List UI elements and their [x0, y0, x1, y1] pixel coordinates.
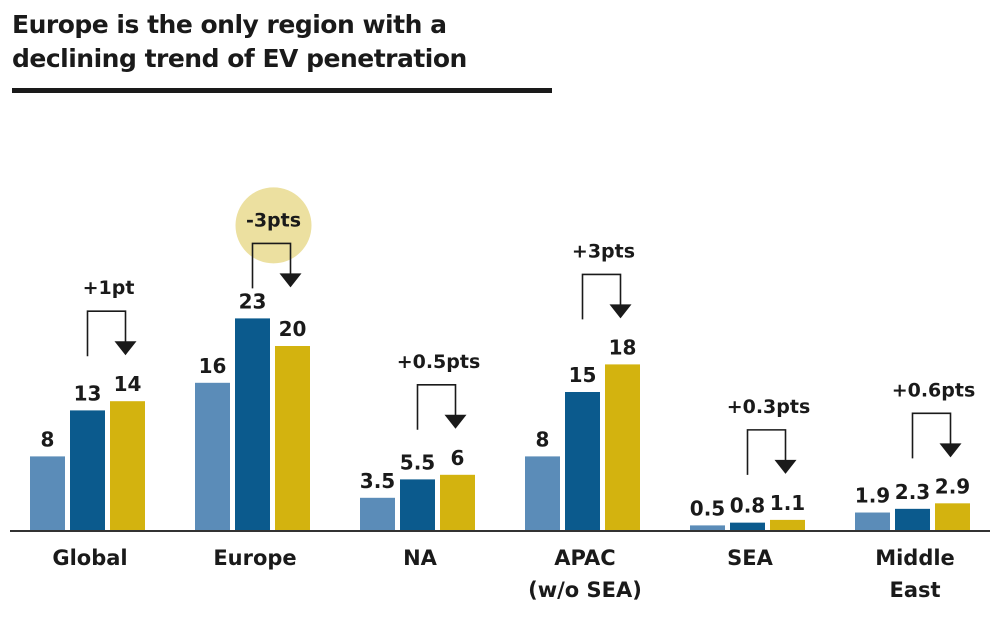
bar	[730, 522, 765, 530]
data-label: 1.1	[770, 491, 805, 515]
change-bracket	[251, 242, 292, 289]
bar	[855, 512, 890, 530]
change-bracket	[746, 429, 787, 475]
category-label: Middle	[875, 546, 955, 570]
change-bracket	[911, 412, 952, 459]
bar	[70, 410, 105, 530]
category-label: (w/o SEA)	[528, 578, 642, 602]
category-label: Europe	[213, 546, 296, 570]
data-label: 18	[609, 335, 637, 359]
category-label: East	[889, 578, 940, 602]
change-bracket	[86, 310, 127, 357]
bar	[110, 401, 145, 530]
data-label: 2.9	[935, 474, 970, 498]
title-line-2: declining trend of EV penetration	[12, 44, 467, 73]
highlight-circle	[235, 187, 312, 264]
arrow-down-icon	[609, 304, 632, 319]
change-annotation: +0.3pts	[727, 396, 811, 418]
bar	[275, 346, 310, 530]
data-label: 13	[74, 381, 102, 405]
change-annotation: +0.6pts	[892, 379, 976, 401]
chart-title: Europe is the only region with a declini…	[12, 8, 467, 76]
arrow-down-icon	[114, 341, 137, 356]
arrow-down-icon	[279, 273, 302, 288]
title-underline	[12, 88, 552, 93]
bar	[895, 508, 930, 530]
data-label: 3.5	[360, 469, 395, 493]
data-label: 2.3	[895, 480, 930, 504]
bar	[195, 382, 230, 530]
data-label: 5.5	[400, 450, 435, 474]
change-bracket	[581, 273, 622, 320]
data-label: 8	[536, 427, 550, 451]
arrow-down-icon	[774, 459, 797, 474]
bar	[605, 364, 640, 530]
bar	[525, 456, 560, 530]
bar	[400, 479, 435, 530]
data-label: 0.5	[690, 496, 725, 520]
data-label: 6	[451, 446, 465, 470]
change-bracket	[416, 384, 457, 430]
data-label: 23	[239, 289, 267, 313]
category-label: NA	[403, 546, 438, 570]
bar	[30, 456, 65, 530]
data-label: 8	[41, 427, 55, 451]
data-label: 20	[279, 317, 307, 341]
change-annotation: +0.5pts	[397, 351, 481, 373]
change-annotation: +1pt	[83, 277, 135, 299]
data-label: 14	[114, 372, 142, 396]
change-annotation: -3pts	[246, 209, 301, 231]
category-label: SEA	[727, 546, 773, 570]
bar	[440, 474, 475, 530]
data-label: 1.9	[855, 484, 890, 508]
category-label: APAC	[554, 546, 615, 570]
arrow-down-icon	[939, 443, 962, 458]
change-annotation: +3pts	[572, 240, 635, 262]
bar	[935, 503, 970, 530]
bar	[565, 392, 600, 530]
data-label: 16	[199, 354, 227, 378]
data-label: 0.8	[730, 494, 765, 518]
bar	[360, 497, 395, 530]
bar	[770, 519, 805, 530]
bar	[235, 318, 270, 530]
bar	[690, 525, 725, 530]
data-label: 15	[569, 363, 597, 387]
title-line-1: Europe is the only region with a	[12, 10, 447, 39]
category-label: Global	[52, 546, 127, 570]
arrow-down-icon	[444, 414, 467, 429]
